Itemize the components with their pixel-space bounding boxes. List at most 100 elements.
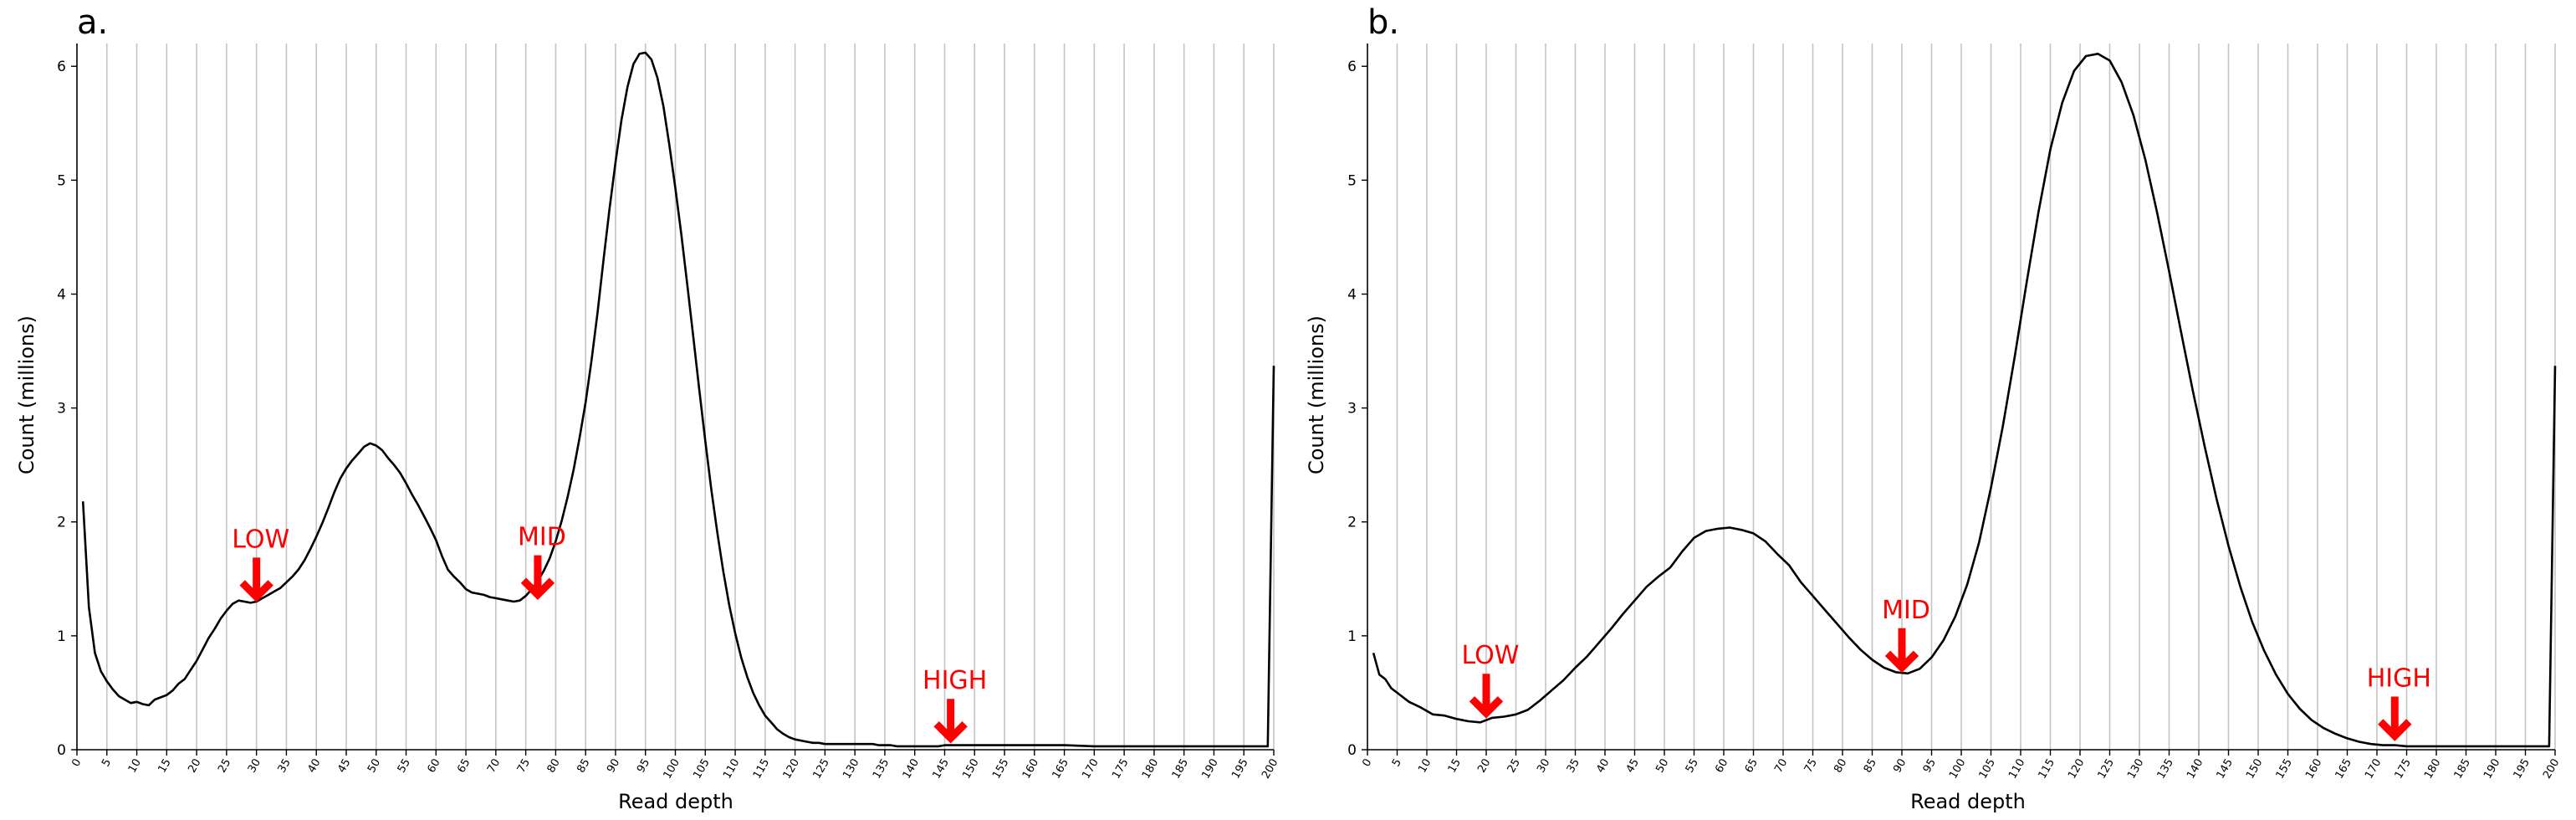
x-tick-label: 70 [485, 757, 503, 776]
x-tick-label: 60 [426, 757, 443, 776]
x-tick-label: 115 [2037, 757, 2057, 782]
arrow-head [933, 721, 968, 744]
x-tick-label: 110 [2006, 757, 2027, 782]
y-axis-label: Count (millions) [15, 315, 38, 474]
y-tick-label: 0 [57, 742, 66, 759]
x-tick-label: 105 [1977, 757, 1998, 782]
arrow-head [1469, 696, 1504, 719]
x-tick-label: 160 [2303, 757, 2324, 782]
x-axis-label: Read depth [618, 790, 733, 813]
x-tick-label: 195 [2512, 757, 2533, 782]
x-tick-label: 200 [2541, 757, 2562, 782]
x-tick-label: 145 [2215, 757, 2236, 782]
x-tick-label: 40 [1594, 757, 1612, 776]
annotation-label: HIGH [2367, 664, 2431, 693]
x-tick-label: 120 [781, 757, 802, 782]
x-tick-label: 90 [605, 757, 622, 776]
x-tick-label: 130 [841, 757, 861, 782]
x-tick-label: 35 [276, 757, 294, 776]
x-tick-label: 190 [2481, 757, 2502, 782]
annotation-label: MID [518, 523, 566, 552]
x-tick-label: 140 [901, 757, 922, 782]
x-tick-label: 95 [1921, 757, 1939, 776]
x-tick-label: 155 [2274, 757, 2295, 782]
x-tick-label: 80 [1832, 757, 1849, 776]
x-tick-label: 45 [1624, 757, 1642, 776]
x-tick-label: 25 [216, 757, 233, 776]
panel-label: b. [1367, 3, 1399, 42]
x-tick-label: 100 [662, 757, 682, 782]
x-tick-label: 165 [1050, 757, 1071, 782]
x-tick-label: 75 [515, 757, 533, 776]
arrow-head [2378, 719, 2412, 741]
y-tick-label: 1 [57, 628, 66, 645]
x-tick-label: 5 [1390, 757, 1404, 770]
x-tick-label: 15 [1446, 757, 1464, 776]
x-tick-label: 195 [1229, 757, 1250, 782]
x-tick-label: 190 [1200, 757, 1221, 782]
x-tick-label: 5 [100, 757, 114, 770]
y-tick-label: 5 [1347, 172, 1357, 189]
x-tick-label: 150 [960, 757, 981, 782]
annotation-label: LOW [232, 525, 289, 554]
x-tick-label: 180 [2422, 757, 2443, 782]
x-tick-label: 60 [1713, 757, 1730, 776]
x-tick-label: 140 [2185, 757, 2205, 782]
x-tick-label: 55 [396, 757, 413, 776]
x-tick-label: 20 [1475, 757, 1493, 776]
annotation-arrow: HIGH [923, 666, 987, 744]
panel-label: a. [77, 3, 108, 42]
x-tick-label: 180 [1140, 757, 1161, 782]
x-tick-label: 65 [455, 757, 473, 776]
x-tick-label: 20 [186, 757, 203, 776]
y-tick-label: 6 [1347, 59, 1357, 75]
x-tick-label: 30 [1535, 757, 1552, 776]
y-tick-label: 4 [1347, 286, 1357, 303]
y-tick-label: 2 [1347, 515, 1357, 531]
x-tick-label: 50 [1653, 757, 1671, 776]
x-tick-label: 15 [156, 757, 174, 776]
x-tick-label: 200 [1260, 757, 1280, 782]
x-tick-label: 35 [1565, 757, 1582, 776]
x-tick-label: 170 [1080, 757, 1101, 782]
x-tick-label: 65 [1743, 757, 1761, 776]
x-tick-label: 130 [2125, 757, 2146, 782]
x-tick-label: 125 [810, 757, 831, 782]
x-tick-label: 175 [2393, 757, 2414, 782]
x-tick-label: 25 [1505, 757, 1523, 776]
x-tick-label: 185 [1170, 757, 1191, 782]
annotation-arrow: HIGH [2367, 664, 2431, 741]
y-axis-label: Count (millions) [1305, 315, 1328, 474]
x-tick-label: 30 [246, 757, 263, 776]
series-line [1372, 53, 2557, 748]
arrow-head [239, 580, 273, 602]
y-tick-label: 1 [1347, 628, 1357, 645]
x-tick-label: 80 [545, 757, 563, 776]
series-line [81, 51, 1275, 748]
y-tick-label: 3 [57, 401, 66, 418]
x-tick-label: 85 [575, 757, 592, 776]
x-tick-label: 10 [126, 757, 144, 776]
grid-lines [105, 44, 1275, 750]
arrow-head [520, 577, 555, 601]
x-tick-label: 115 [751, 757, 772, 782]
x-tick-label: 50 [365, 757, 383, 776]
x-tick-label: 185 [2452, 757, 2473, 782]
annotation-arrow: LOW [1462, 641, 1519, 719]
x-tick-label: 150 [2244, 757, 2265, 782]
x-tick-label: 90 [1891, 757, 1909, 776]
x-tick-label: 135 [2155, 757, 2176, 782]
x-tick-label: 165 [2333, 757, 2354, 782]
x-tick-label: 0 [69, 757, 84, 770]
y-tick-label: 5 [57, 172, 66, 189]
x-tick-label: 85 [1862, 757, 1879, 776]
x-tick-label: 40 [305, 757, 323, 776]
y-tick-label: 6 [57, 59, 66, 75]
x-tick-label: 155 [990, 757, 1011, 782]
x-tick-label: 170 [2363, 757, 2384, 782]
y-tick-label: 0 [1347, 742, 1357, 759]
x-tick-label: 110 [721, 757, 742, 782]
x-tick-label: 145 [931, 757, 952, 782]
